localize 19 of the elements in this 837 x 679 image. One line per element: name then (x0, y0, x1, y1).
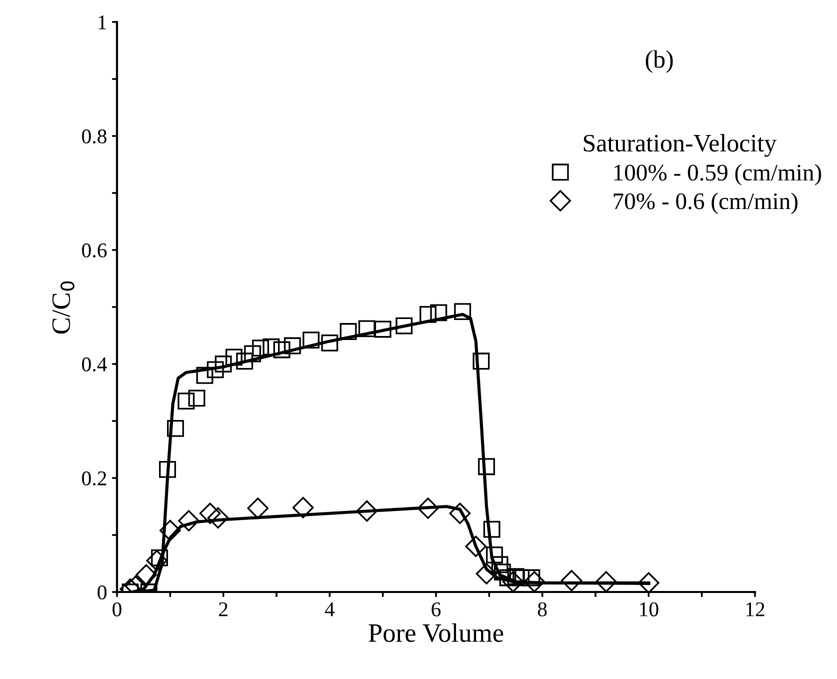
y-tick-label: 0.4 (82, 357, 107, 372)
annotation: (b) (646, 50, 673, 73)
x-tick-label: 6 (432, 602, 441, 616)
x-tick-label: 4 (324, 602, 335, 616)
x-tick-label: 12 (746, 602, 764, 616)
y-tick-label: 1 (98, 15, 106, 30)
x-tick-label: 10 (640, 602, 658, 616)
legend-label: 70% - 0.6 (cm/min) (614, 192, 798, 214)
x-tick-label: 8 (538, 602, 547, 616)
legend-title: Saturation-Velocity (584, 134, 777, 157)
x-axis-title: Pore Volume (368, 623, 504, 642)
y-tick-label: 0.2 (82, 471, 106, 486)
y-tick-label: 0 (98, 585, 106, 600)
x-tick-label: 2 (219, 602, 228, 616)
x-tick-label: 0 (112, 602, 122, 616)
y-tick-label: 0.6 (82, 243, 107, 258)
y-tick-label: 0.8 (82, 129, 106, 144)
legend-label: 100% - 0.59 (cm/min) (614, 164, 822, 186)
y-axis-title: C/C$_{0}$ (52, 281, 74, 334)
